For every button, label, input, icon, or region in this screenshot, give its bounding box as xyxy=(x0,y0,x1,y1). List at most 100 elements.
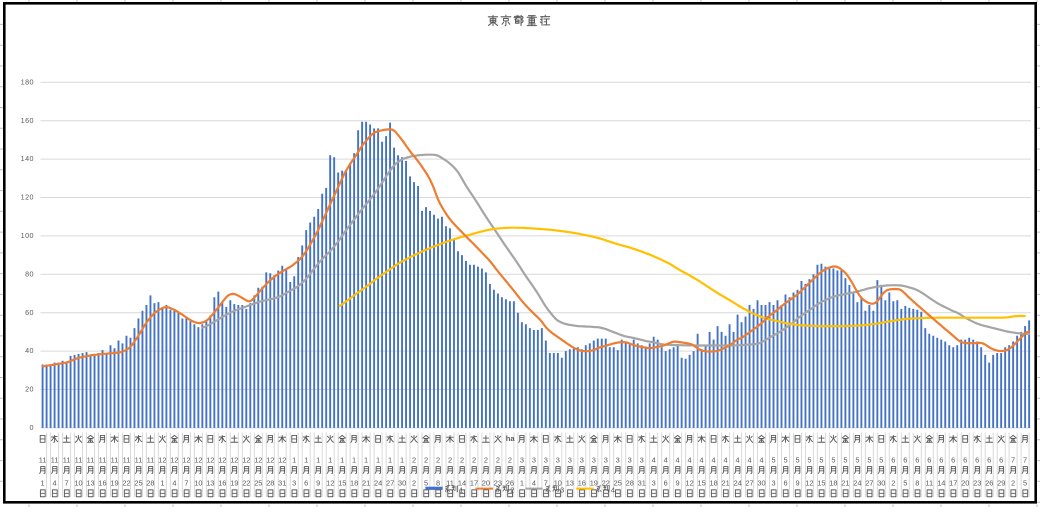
svg-text:11: 11 xyxy=(147,455,155,464)
svg-text:18: 18 xyxy=(350,479,358,488)
svg-text:24: 24 xyxy=(374,479,382,488)
svg-text:2: 2 xyxy=(472,455,476,464)
svg-text:5: 5 xyxy=(1023,479,1027,488)
svg-text:9: 9 xyxy=(676,479,680,488)
svg-text:12: 12 xyxy=(266,455,274,464)
svg-text:5: 5 xyxy=(855,455,859,464)
svg-text:30: 30 xyxy=(757,479,765,488)
svg-text:11: 11 xyxy=(111,455,119,464)
svg-text:1: 1 xyxy=(520,479,524,488)
svg-text:16: 16 xyxy=(98,479,106,488)
svg-text:27: 27 xyxy=(865,479,873,488)
svg-text:4: 4 xyxy=(747,455,751,464)
svg-text:ha: ha xyxy=(506,434,516,443)
svg-text:20: 20 xyxy=(961,479,969,488)
svg-text:28: 28 xyxy=(626,479,634,488)
svg-text:30: 30 xyxy=(398,479,406,488)
svg-text:1: 1 xyxy=(388,455,392,464)
svg-text:2: 2 xyxy=(496,455,500,464)
svg-text:4: 4 xyxy=(712,455,716,464)
svg-text:3: 3 xyxy=(628,455,632,464)
svg-text:21: 21 xyxy=(362,479,370,488)
svg-text:12: 12 xyxy=(805,479,813,488)
svg-text:11: 11 xyxy=(51,455,59,464)
svg-text:4: 4 xyxy=(172,479,176,488)
svg-text:40: 40 xyxy=(25,346,34,355)
svg-text:2: 2 xyxy=(484,455,488,464)
svg-text:11: 11 xyxy=(446,479,454,488)
svg-text:22: 22 xyxy=(242,479,250,488)
svg-text:2: 2 xyxy=(1011,479,1015,488)
svg-text:21: 21 xyxy=(841,479,849,488)
svg-text:4: 4 xyxy=(532,479,536,488)
svg-text:1: 1 xyxy=(459,485,463,494)
svg-text:6: 6 xyxy=(891,455,895,464)
svg-text:19: 19 xyxy=(590,479,598,488)
svg-text:6: 6 xyxy=(783,479,787,488)
svg-text:5: 5 xyxy=(843,455,847,464)
svg-text:10: 10 xyxy=(554,479,562,488)
svg-text:18: 18 xyxy=(829,479,837,488)
svg-text:2: 2 xyxy=(448,455,452,464)
svg-text:140: 140 xyxy=(21,154,34,163)
svg-text:19: 19 xyxy=(230,479,238,488)
svg-text:1: 1 xyxy=(364,455,368,464)
svg-text:13: 13 xyxy=(566,479,574,488)
svg-text:12: 12 xyxy=(218,455,226,464)
svg-text:2: 2 xyxy=(508,455,512,464)
svg-text:25: 25 xyxy=(134,479,142,488)
svg-text:5: 5 xyxy=(424,479,428,488)
svg-text:7: 7 xyxy=(184,479,188,488)
svg-text:11: 11 xyxy=(135,455,143,464)
svg-text:12: 12 xyxy=(158,455,166,464)
svg-text:3: 3 xyxy=(556,455,560,464)
svg-text:4: 4 xyxy=(700,455,704,464)
svg-text:6: 6 xyxy=(987,455,991,464)
svg-text:31: 31 xyxy=(638,479,646,488)
svg-text:20: 20 xyxy=(25,385,34,394)
svg-text:9: 9 xyxy=(316,479,320,488)
svg-text:14: 14 xyxy=(937,479,945,488)
svg-text:8: 8 xyxy=(436,479,440,488)
svg-text:3: 3 xyxy=(592,455,596,464)
svg-text:18: 18 xyxy=(709,479,717,488)
svg-text:4: 4 xyxy=(664,455,668,464)
svg-text:1: 1 xyxy=(352,455,356,464)
svg-text:5: 5 xyxy=(867,455,871,464)
svg-text:6: 6 xyxy=(963,455,967,464)
svg-text:5: 5 xyxy=(831,455,835,464)
svg-text:2: 2 xyxy=(412,455,416,464)
svg-text:7: 7 xyxy=(1011,455,1015,464)
svg-text:15: 15 xyxy=(338,479,346,488)
svg-text:25: 25 xyxy=(254,479,262,488)
svg-text:24: 24 xyxy=(853,479,861,488)
svg-text:10: 10 xyxy=(194,479,202,488)
svg-text:3: 3 xyxy=(604,455,608,464)
svg-text:160: 160 xyxy=(21,116,34,125)
svg-text:3: 3 xyxy=(532,455,536,464)
svg-text:4: 4 xyxy=(53,479,57,488)
svg-text:17: 17 xyxy=(470,479,478,488)
svg-text:6: 6 xyxy=(915,455,919,464)
svg-text:2: 2 xyxy=(436,455,440,464)
svg-text:1: 1 xyxy=(376,455,380,464)
svg-text:2: 2 xyxy=(412,479,416,488)
svg-text:20: 20 xyxy=(482,479,490,488)
svg-text:13: 13 xyxy=(86,479,94,488)
svg-text:12: 12 xyxy=(242,455,250,464)
svg-text:6: 6 xyxy=(951,455,955,464)
svg-text:13: 13 xyxy=(206,479,214,488)
svg-text:1: 1 xyxy=(340,455,344,464)
svg-text:12: 12 xyxy=(278,455,286,464)
svg-text:1: 1 xyxy=(41,479,45,488)
svg-text:7: 7 xyxy=(544,479,548,488)
svg-text:1: 1 xyxy=(292,455,296,464)
svg-text:11: 11 xyxy=(63,455,71,464)
svg-text:1: 1 xyxy=(304,455,308,464)
svg-text:6: 6 xyxy=(939,455,943,464)
svg-text:4: 4 xyxy=(652,455,656,464)
svg-text:3: 3 xyxy=(544,455,548,464)
svg-text:6: 6 xyxy=(927,455,931,464)
svg-text:17: 17 xyxy=(949,479,957,488)
svg-text:8: 8 xyxy=(915,479,919,488)
